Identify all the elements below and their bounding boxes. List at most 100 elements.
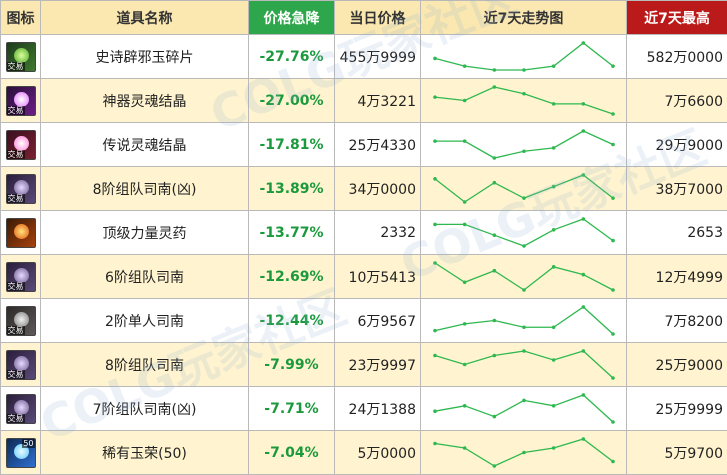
trend-point	[611, 420, 615, 424]
table-row: 交易 神器灵魂结晶 -27.00% 4万3221 7万6600	[1, 79, 727, 123]
icon-tag: 交易	[7, 194, 25, 203]
trend-point	[582, 41, 586, 45]
seven-day-max: 38万7000	[627, 167, 727, 211]
icon-gem	[14, 48, 29, 63]
trend-chart-cell	[421, 387, 627, 431]
item-icon-cell: 交易	[1, 35, 41, 79]
trend-point	[433, 261, 437, 265]
trend-point	[552, 185, 556, 189]
current-price: 24万1388	[335, 387, 421, 431]
trend-sparkline	[421, 389, 627, 428]
trend-point	[552, 102, 556, 106]
header-trend: 近7天走势图	[421, 1, 627, 35]
current-price: 25万4330	[335, 123, 421, 167]
trend-point	[433, 223, 437, 227]
trend-point	[522, 149, 526, 153]
trend-point	[463, 280, 467, 284]
current-price: 2332	[335, 211, 421, 255]
current-price: 5万0000	[335, 431, 421, 475]
icon-gem	[14, 180, 29, 195]
seven-day-max: 25万9000	[627, 343, 727, 387]
item-name: 顶级力量灵药	[41, 211, 249, 255]
trend-point	[493, 85, 497, 89]
seven-day-max: 7万8200	[627, 299, 727, 343]
trend-chart-cell	[421, 35, 627, 79]
trend-chart-cell	[421, 211, 627, 255]
seven-day-max: 29万9000	[627, 123, 727, 167]
trend-sparkline	[421, 125, 627, 164]
trend-point	[582, 217, 586, 221]
team-compass-icon: 交易	[6, 350, 36, 380]
trend-point	[433, 139, 437, 143]
trend-point	[582, 129, 586, 133]
icon-tag: 交易	[7, 370, 25, 379]
price-drop-percent: -27.00%	[249, 79, 335, 123]
icon-gem	[14, 400, 29, 415]
current-price: 4万3221	[335, 79, 421, 123]
trend-sparkline	[421, 433, 627, 472]
trend-point	[582, 305, 586, 309]
seven-day-max: 5万9700	[627, 431, 727, 475]
trend-point	[552, 228, 556, 232]
icon-gem	[14, 136, 29, 151]
trend-chart-cell	[421, 79, 627, 123]
trend-sparkline	[421, 257, 627, 296]
trend-point	[463, 322, 467, 326]
seven-day-max: 12万4999	[627, 255, 727, 299]
trend-point	[582, 393, 586, 397]
trend-point	[463, 223, 467, 227]
trend-point	[522, 288, 526, 292]
trend-point	[493, 464, 497, 468]
page: 图标 道具名称 价格急降 当日价格 近7天走势图 近7天最高 交易 史诗辟邪玉碎…	[0, 0, 727, 434]
trend-point	[463, 139, 467, 143]
price-drop-percent: -17.81%	[249, 123, 335, 167]
trend-point	[433, 95, 437, 99]
trend-point	[493, 354, 497, 358]
item-name: 6阶组队司南	[41, 255, 249, 299]
trend-point	[463, 446, 467, 450]
icon-gem	[14, 268, 29, 283]
trend-point	[582, 273, 586, 277]
trend-point	[463, 404, 467, 408]
icon-tag: 交易	[7, 414, 25, 423]
current-price: 23万9997	[335, 343, 421, 387]
trend-point	[552, 325, 556, 329]
icon-tag: 交易	[7, 150, 25, 159]
trend-point	[433, 442, 437, 446]
trend-point	[611, 239, 615, 243]
trend-point	[522, 244, 526, 248]
item-name: 2阶单人司南	[41, 299, 249, 343]
trend-chart-cell	[421, 255, 627, 299]
header-icon: 图标	[1, 1, 41, 35]
trend-point	[582, 349, 586, 353]
trend-point	[433, 57, 437, 61]
trend-point	[493, 181, 497, 185]
icon-gem	[14, 356, 29, 371]
trend-point	[493, 319, 497, 323]
icon-gem	[14, 92, 29, 107]
trend-point	[433, 329, 437, 333]
trend-point	[433, 177, 437, 181]
trend-point	[433, 354, 437, 358]
trend-point	[493, 269, 497, 273]
trend-sparkline	[421, 345, 627, 384]
trend-sparkline	[421, 301, 627, 340]
icon-tag: 交易	[7, 106, 25, 115]
trend-point	[611, 143, 615, 147]
item-name: 史诗辟邪玉碎片	[41, 35, 249, 79]
power-potion-icon	[6, 218, 36, 248]
trend-line	[435, 351, 613, 378]
trend-point	[611, 112, 615, 116]
solo-compass-icon: 交易	[6, 306, 36, 336]
icon-tag: 交易	[7, 282, 25, 291]
price-drop-percent: -13.89%	[249, 167, 335, 211]
team-compass-icon: 交易	[6, 262, 36, 292]
item-icon-cell: 50	[1, 431, 41, 475]
trend-chart-cell	[421, 167, 627, 211]
trend-point	[552, 265, 556, 269]
header-price: 当日价格	[335, 1, 421, 35]
item-icon-cell: 交易	[1, 255, 41, 299]
current-price: 10万5413	[335, 255, 421, 299]
trend-point	[611, 376, 615, 380]
